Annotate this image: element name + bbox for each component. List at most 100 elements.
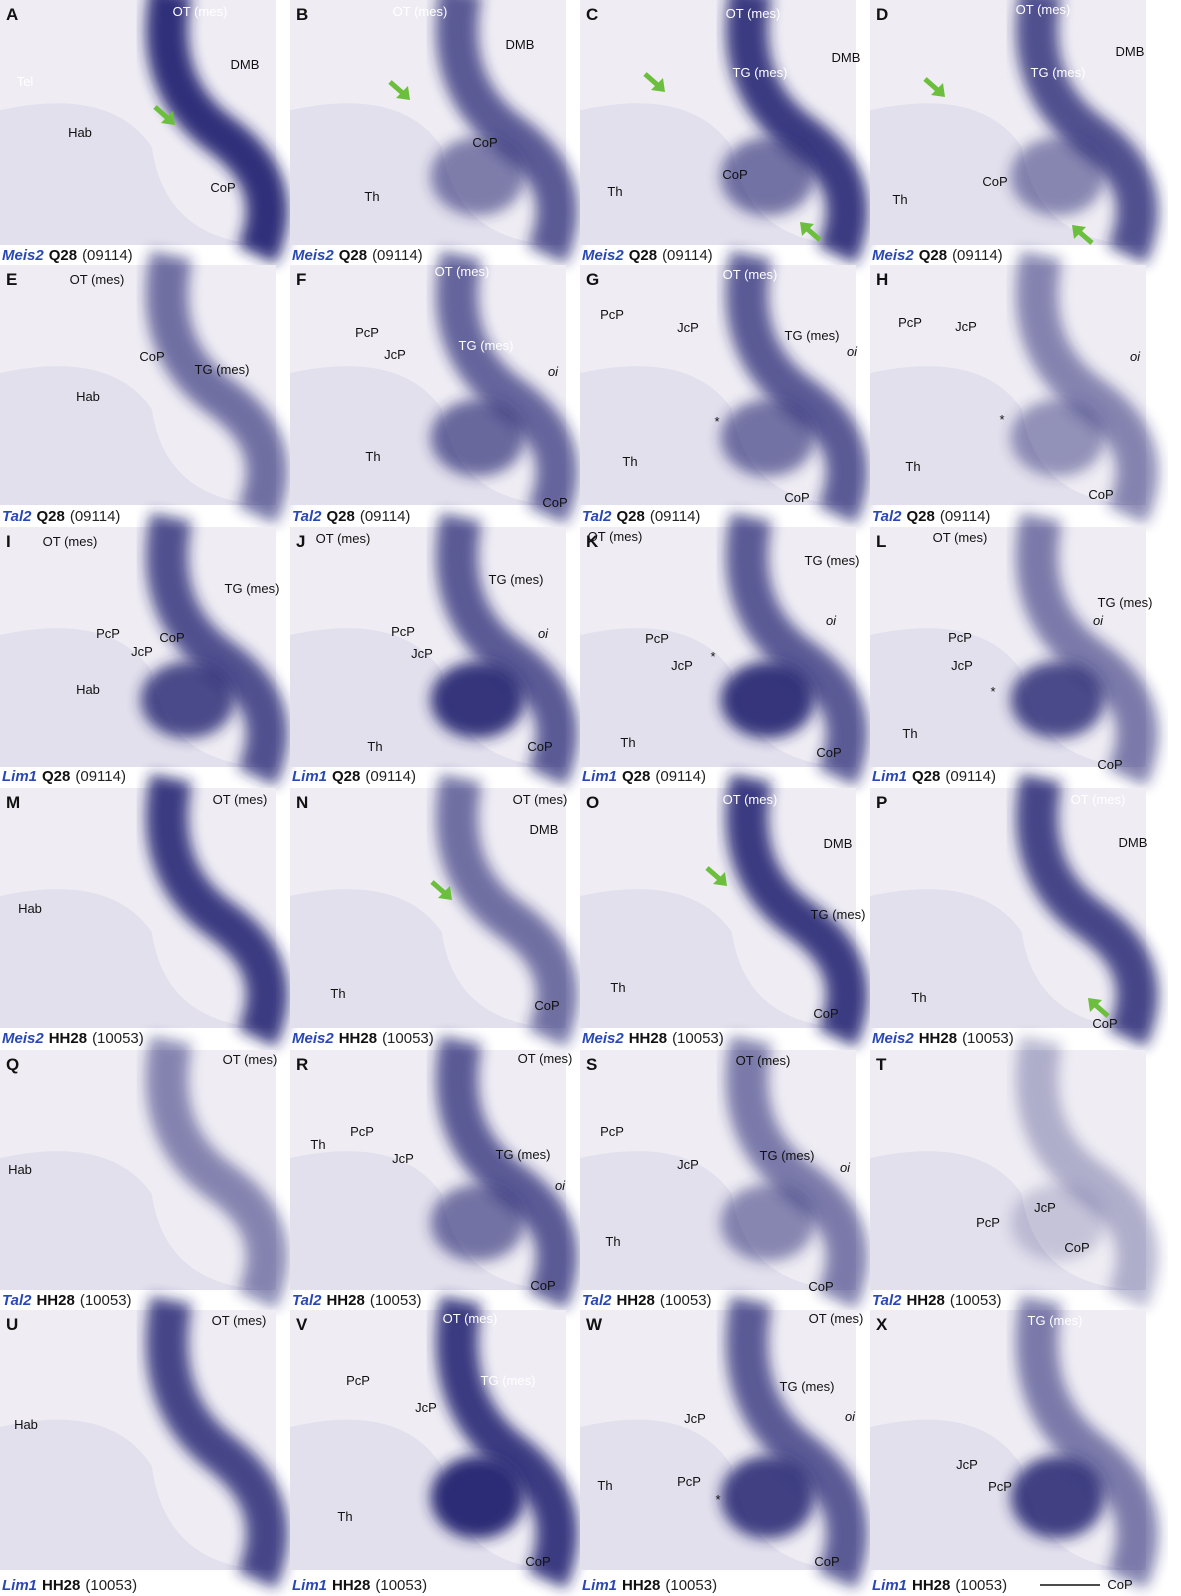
stained-band — [1015, 0, 1159, 264]
structure-label: OT (mes) — [518, 1051, 573, 1066]
panel-letter: K — [586, 532, 599, 551]
structure-label: Th — [905, 459, 920, 474]
stained-band — [1015, 1035, 1159, 1309]
stained-region — [430, 399, 525, 477]
panel-letter: Q — [6, 1055, 19, 1074]
structure-label: DMB — [1116, 44, 1145, 59]
panel-letter: U — [6, 1315, 18, 1334]
structure-label: Hab — [14, 1417, 38, 1432]
structure-label: PcP — [645, 631, 669, 646]
stained-region — [720, 1455, 815, 1539]
green-arrow-head — [1072, 225, 1086, 239]
structure-label: PcP — [677, 1474, 701, 1489]
tissue-section — [0, 103, 276, 245]
tissue-section — [0, 1419, 276, 1570]
panel: G OT (mes) PcP JcP TG (mes) oi * Th CoP — [580, 250, 869, 524]
green-arrow-head — [800, 222, 814, 236]
stage: HH28 — [906, 1292, 944, 1309]
caption: Lim1 Q28 (09114) — [582, 768, 706, 785]
specimen-id: (09114) — [940, 508, 991, 525]
specimen-id: (09114) — [75, 768, 126, 785]
structure-label: OT (mes) — [513, 792, 568, 807]
structure-label: OT (mes) — [212, 1313, 267, 1328]
structure-label: Th — [605, 1234, 620, 1249]
structure-label: CoP — [159, 630, 184, 645]
stained-band — [435, 250, 579, 524]
panel: L OT (mes) TG (mes) oi PcP JcP * Th CoP — [870, 512, 1159, 786]
structure-label: PcP — [898, 315, 922, 330]
structure-label: CoP — [534, 998, 559, 1013]
caption: Meis2 Q28 (09114) — [872, 247, 1003, 264]
structure-label: CoP — [808, 1279, 833, 1294]
structure-label: oi — [847, 344, 858, 359]
structure-label: JcP — [677, 320, 699, 335]
structure-label: TG (mes) — [1028, 1313, 1083, 1328]
panel: H PcP JcP oi * Th CoP — [870, 250, 1159, 524]
structure-label: TG (mes) — [733, 65, 788, 80]
stage: HH28 — [326, 1292, 364, 1309]
panel: D OT (mes) DMB TG (mes) CoP Th — [870, 0, 1159, 264]
structure-label: PcP — [976, 1215, 1000, 1230]
specimen-id: (09114) — [655, 768, 706, 785]
stained-band — [725, 1296, 869, 1589]
structure-label: OT (mes) — [588, 529, 643, 544]
structure-label: OT (mes) — [809, 1311, 864, 1326]
tissue-section — [0, 628, 276, 767]
panel-letter: R — [296, 1055, 308, 1074]
stained-region — [720, 661, 815, 739]
tissue-section — [290, 628, 566, 767]
structure-label: TG (mes) — [780, 1379, 835, 1394]
structure-label: TG (mes) — [481, 1373, 536, 1388]
stained-band — [725, 1035, 869, 1309]
stage: HH28 — [36, 1292, 74, 1309]
structure-label: JcP — [671, 658, 693, 673]
caption: Meis2 Q28 (09114) — [292, 247, 423, 264]
stained-band — [1015, 512, 1159, 786]
stage: HH28 — [912, 1577, 950, 1594]
gene-name: Lim1 — [292, 768, 327, 785]
structure-label: CoP — [1092, 1016, 1117, 1031]
structure-label: OT (mes) — [1071, 792, 1126, 807]
structure-label: * — [710, 649, 715, 664]
caption: Meis2 HH28 (10053) — [582, 1030, 724, 1047]
stage: HH28 — [919, 1030, 957, 1047]
structure-label: Hab — [8, 1162, 32, 1177]
stained-band — [1015, 1296, 1159, 1589]
stage: HH28 — [49, 1030, 87, 1047]
tissue-section — [290, 103, 566, 245]
structure-label: Th — [622, 454, 637, 469]
caption: Tal2 Q28 (09114) — [2, 508, 120, 525]
gene-name: Lim1 — [2, 768, 37, 785]
caption: Lim1 Q28 (09114) — [872, 768, 996, 785]
tissue-section — [580, 366, 856, 505]
stage: Q28 — [42, 768, 70, 785]
structure-label: oi — [826, 613, 837, 628]
structure-label: TG (mes) — [496, 1147, 551, 1162]
gene-name: Tal2 — [582, 508, 612, 525]
specimen-id: (09114) — [82, 247, 133, 264]
stained-band — [435, 773, 579, 1047]
structure-label: OT (mes) — [173, 4, 228, 19]
stained-region — [140, 661, 235, 739]
tissue-section — [870, 628, 1146, 767]
stained-band — [435, 0, 579, 264]
gene-name: Meis2 — [872, 247, 914, 264]
structure-label: JcP — [956, 1457, 978, 1472]
panel: I OT (mes) TG (mes) PcP JcP CoP Hab — [0, 512, 289, 786]
panel-letter: T — [876, 1055, 887, 1074]
structure-label: oi — [555, 1178, 566, 1193]
gene-name: Tal2 — [872, 1292, 902, 1309]
structure-label: JcP — [1034, 1200, 1056, 1215]
structure-label: CoP — [722, 167, 747, 182]
gene-name: Meis2 — [292, 247, 334, 264]
panel-letter: J — [296, 532, 305, 551]
stage: Q28 — [906, 508, 934, 525]
structure-label: OT (mes) — [43, 534, 98, 549]
structure-label: TG (mes) — [195, 362, 250, 377]
stained-region — [1010, 1184, 1105, 1262]
stained-band — [1015, 250, 1159, 524]
structure-label: PcP — [346, 1373, 370, 1388]
caption: Tal2 Q28 (09114) — [582, 508, 700, 525]
caption: Tal2 HH28 (10053) — [872, 1292, 1002, 1309]
panel-letter: L — [876, 532, 886, 551]
